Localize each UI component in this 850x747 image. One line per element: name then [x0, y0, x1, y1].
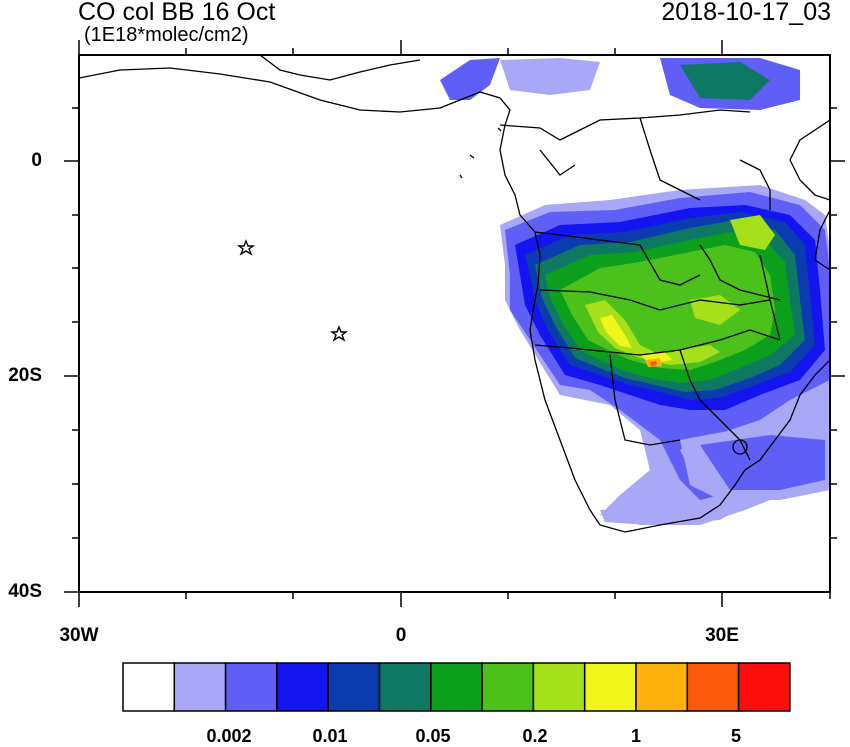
colorbar-swatch — [430, 662, 483, 712]
colorbar-swatch — [327, 662, 381, 712]
map-title: CO col BB 16 Oct — [78, 0, 276, 26]
axis-ticks — [64, 40, 845, 607]
coastlines-borders — [79, 55, 830, 533]
colorbar-swatch — [532, 662, 586, 712]
colorbar-swatch — [635, 662, 689, 712]
colorbar-swatch — [122, 662, 176, 712]
horn-coast — [789, 119, 830, 201]
colorbar-swatch — [173, 662, 227, 712]
colorbar-label: 1 — [630, 726, 641, 746]
colorbar-swatch — [276, 662, 329, 712]
colorbar-label: 5 — [730, 726, 741, 746]
lon-label-30w: 30W — [59, 625, 99, 646]
lat-label-20s: 20S — [8, 365, 42, 386]
timestamp-label: 2018-10-17_03 — [661, 0, 831, 26]
star-marker-st-helena — [329, 325, 349, 342]
colorbar-swatch — [583, 662, 637, 712]
units-label: (1E18*molec/cm2) — [84, 24, 249, 46]
lat-label-0: 0 — [31, 150, 42, 171]
colorbar-swatch — [737, 662, 791, 712]
co-concentration-field — [440, 58, 830, 525]
africa-coastline — [79, 67, 830, 533]
colorbar-swatch — [481, 662, 535, 712]
colorbar-swatch — [378, 662, 432, 712]
star-marker-ascension — [236, 239, 256, 256]
colorbar-label: 0.002 — [206, 726, 252, 746]
colorbar-label: 0.2 — [522, 726, 548, 746]
colorbar-label: 0.05 — [415, 726, 451, 746]
colorbar-swatch — [686, 662, 740, 712]
plume-yellow — [600, 315, 632, 348]
plume-yellowgreen — [585, 300, 720, 365]
lon-label-0: 0 — [395, 625, 407, 646]
lon-label-30e: 30E — [705, 625, 739, 646]
plume-red — [650, 361, 657, 366]
colorbar-label: 0.01 — [312, 726, 348, 746]
colorbar — [122, 662, 791, 712]
lat-label-40s: 40S — [8, 581, 42, 602]
map-frame — [78, 54, 831, 593]
colorbar-swatch — [224, 662, 278, 712]
island-markers — [236, 239, 349, 342]
